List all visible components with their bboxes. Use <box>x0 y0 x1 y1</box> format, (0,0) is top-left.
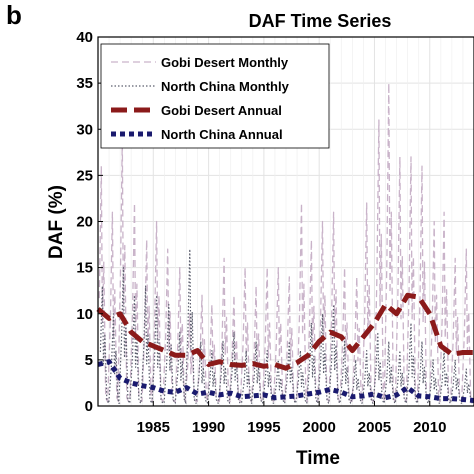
x-tick-label: 1995 <box>247 419 280 436</box>
y-tick-label: 20 <box>76 214 93 231</box>
y-tick-label: 0 <box>85 398 93 415</box>
series-line-gobi-desert-annual <box>96 292 474 371</box>
legend-label: Gobi Desert Monthly <box>161 55 289 70</box>
y-tick-label: 40 <box>76 29 93 46</box>
x-tick-label: 2005 <box>358 419 391 436</box>
legend-label: Gobi Desert Annual <box>161 103 282 118</box>
legend-label: North China Annual <box>161 127 283 142</box>
legend-box <box>100 43 330 149</box>
y-tick-label: 15 <box>76 260 93 277</box>
x-tick-label: 1990 <box>192 419 225 436</box>
y-tick-label: 10 <box>76 306 93 323</box>
y-tick-label: 5 <box>85 352 93 369</box>
series-layer <box>96 82 474 404</box>
legend: Gobi Desert Monthly North China Monthly Go… <box>100 43 330 149</box>
x-axis: 19851990199520002005201020 <box>137 401 446 436</box>
y-tick-label: 30 <box>76 121 93 138</box>
chart-title: DAF Time Series <box>249 11 392 31</box>
series-line-north-china-annual <box>97 359 474 403</box>
y-tick-label: 25 <box>76 167 93 184</box>
x-tick-label: 1985 <box>137 419 170 436</box>
y-tick-label: 35 <box>76 75 93 92</box>
y-axis-label: DAF (%) <box>46 185 67 259</box>
x-tick-label: 2000 <box>302 419 335 436</box>
legend-label: North China Monthly <box>161 79 290 94</box>
y-axis: 0 5 10 15 20 25 30 35 40 <box>76 29 103 415</box>
x-axis-label: Time <box>296 448 340 469</box>
x-tick-label: 2010 <box>413 419 446 436</box>
panel-label: b <box>6 0 22 30</box>
